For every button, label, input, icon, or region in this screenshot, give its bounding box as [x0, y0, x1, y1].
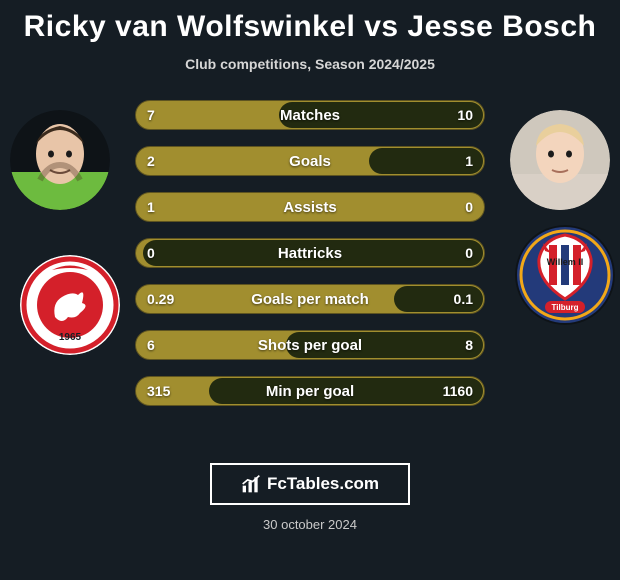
stat-bar-right-fill: [286, 332, 483, 358]
stat-row: Matches710: [135, 100, 485, 130]
stat-bar-track: [135, 330, 485, 360]
footer-brand: FcTables.com: [210, 463, 410, 505]
player-left-avatar-svg: [10, 110, 110, 210]
stat-bar-right-fill: [209, 378, 483, 404]
club-left-badge: 1965: [20, 255, 120, 355]
subtitle: Club competitions, Season 2024/2025: [0, 56, 620, 72]
player-right-avatar: [510, 110, 610, 210]
stat-row: Min per goal3151160: [135, 376, 485, 406]
stat-row: Hattricks00: [135, 238, 485, 268]
stat-row: Goals21: [135, 146, 485, 176]
stat-bar-track: [135, 238, 485, 268]
club-left-badge-svg: 1965: [20, 255, 120, 355]
svg-text:Tilburg: Tilburg: [552, 303, 579, 312]
stat-bar-track: [135, 146, 485, 176]
stat-bar-right-fill: [394, 286, 483, 312]
stat-bars: Matches710 Goals21 Assists10 Hattricks00 Goa…: [135, 100, 485, 422]
comparison-panel: 1965 Willem II Tilburg Matches710Goals21…: [0, 110, 620, 450]
club-right-badge: Willem II Tilburg: [515, 225, 615, 325]
stat-bar-right-fill: [279, 102, 483, 128]
stat-bar-track: [135, 100, 485, 130]
footer-brand-text: FcTables.com: [267, 474, 379, 494]
page-title: Ricky van Wolfswinkel vs Jesse Bosch: [0, 0, 620, 44]
player-left-avatar: [10, 110, 110, 210]
stat-row: Shots per goal68: [135, 330, 485, 360]
stat-bar-right-fill: [369, 148, 483, 174]
footer-date: 30 october 2024: [0, 517, 620, 532]
stat-bar-track: [135, 284, 485, 314]
player-right-avatar-svg: [510, 110, 610, 210]
club-right-badge-svg: Willem II Tilburg: [515, 225, 615, 325]
stat-bar-right-fill: [143, 240, 483, 266]
stat-bar-track: [135, 376, 485, 406]
stat-row: Assists10: [135, 192, 485, 222]
brand-chart-icon: [241, 474, 261, 494]
svg-text:Willem II: Willem II: [547, 257, 583, 267]
stat-bar-track: [135, 192, 485, 222]
stat-row: Goals per match0.290.1: [135, 284, 485, 314]
svg-text:1965: 1965: [59, 332, 82, 343]
